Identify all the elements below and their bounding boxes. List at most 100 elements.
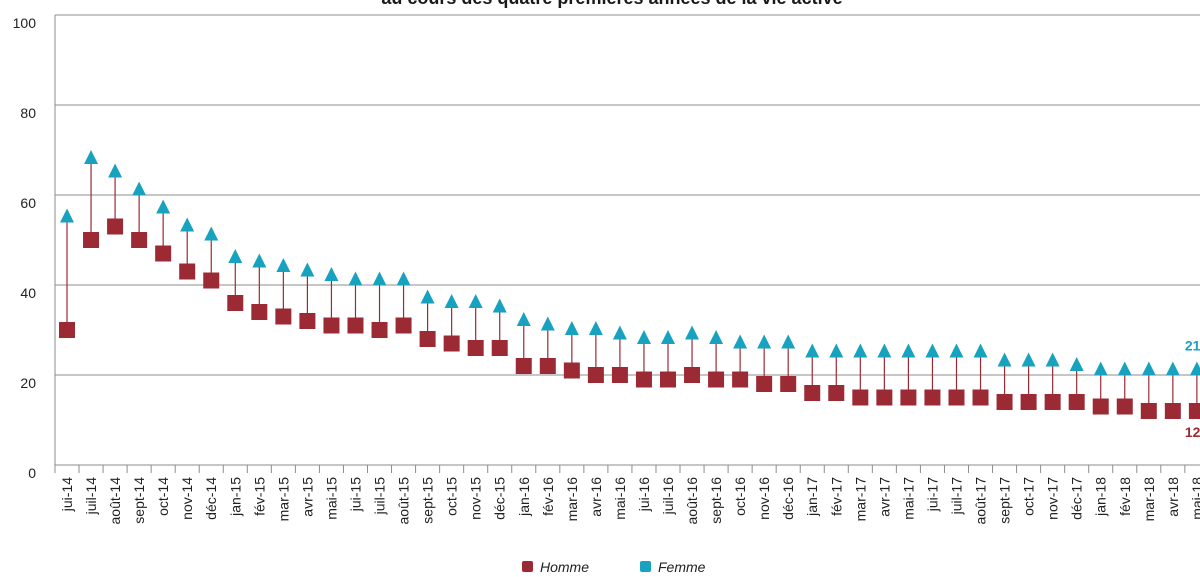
homme-marker bbox=[467, 340, 484, 356]
x-tick-label: juil-17 bbox=[948, 477, 964, 516]
femme-marker bbox=[180, 217, 195, 232]
x-label-group: mai-16 bbox=[612, 477, 628, 520]
x-tick-label: août-14 bbox=[107, 477, 123, 525]
femme-marker bbox=[949, 343, 964, 358]
x-tick-label: nov-14 bbox=[179, 477, 195, 520]
x-tick-label: avr-15 bbox=[299, 477, 315, 517]
x-label-group: mar-18 bbox=[1141, 477, 1157, 522]
homme-marker bbox=[275, 308, 292, 325]
homme-marker bbox=[732, 371, 749, 388]
homme-marker bbox=[684, 367, 701, 383]
femme-marker bbox=[60, 208, 74, 223]
x-tick-label: août-17 bbox=[973, 477, 989, 525]
femme-marker bbox=[564, 321, 579, 335]
femme-marker bbox=[228, 249, 243, 263]
x-tick-label: fév-15 bbox=[251, 477, 267, 516]
x-tick-label: oct-17 bbox=[1021, 477, 1037, 516]
x-label-group: juil-16 bbox=[660, 477, 676, 516]
homme-marker bbox=[227, 295, 244, 311]
x-label-group: jui-14 bbox=[59, 477, 75, 512]
homme-marker bbox=[251, 304, 268, 320]
x-tick-label: fév-17 bbox=[828, 477, 844, 516]
y-tick-label: 80 bbox=[20, 105, 36, 121]
x-tick-label: mai-17 bbox=[900, 477, 916, 520]
data-label: 21 bbox=[1185, 338, 1200, 354]
x-label-group: août-14 bbox=[107, 477, 123, 525]
femme-marker bbox=[492, 298, 507, 313]
x-tick-label: déc-16 bbox=[780, 477, 796, 520]
x-label-group: oct-17 bbox=[1021, 477, 1037, 516]
femme-marker bbox=[781, 334, 796, 349]
homme-marker bbox=[179, 263, 196, 280]
femme-marker bbox=[252, 253, 267, 268]
y-tick-label: 20 bbox=[20, 375, 36, 391]
femme-marker bbox=[997, 352, 1012, 367]
homme-marker bbox=[852, 389, 869, 406]
homme-marker bbox=[203, 272, 220, 289]
femme-marker bbox=[444, 294, 459, 308]
femme-marker bbox=[805, 343, 820, 358]
homme-marker bbox=[419, 331, 436, 347]
homme-marker bbox=[828, 385, 845, 401]
legend-swatch bbox=[640, 561, 651, 572]
femme-marker bbox=[1093, 361, 1108, 376]
x-tick-label: jan-16 bbox=[516, 477, 532, 517]
femme-marker bbox=[925, 343, 940, 358]
x-label-group: fév-15 bbox=[251, 477, 267, 516]
x-label-group: nov-16 bbox=[756, 477, 772, 520]
femme-marker bbox=[132, 181, 147, 196]
x-tick-label: sept-17 bbox=[997, 477, 1013, 524]
femme-marker bbox=[420, 289, 435, 304]
homme-marker bbox=[539, 358, 556, 374]
x-tick-label: juil-14 bbox=[83, 477, 99, 516]
x-label-group: oct-15 bbox=[444, 477, 460, 516]
homme-marker bbox=[587, 367, 604, 383]
femme-marker bbox=[1165, 361, 1180, 376]
x-label-group: jui-17 bbox=[924, 477, 940, 512]
x-label-group: sept-16 bbox=[708, 477, 724, 524]
data-label: 12 bbox=[1185, 424, 1200, 440]
homme-marker bbox=[660, 371, 676, 388]
x-label-group: juil-15 bbox=[372, 477, 388, 516]
homme-marker bbox=[515, 358, 532, 374]
y-tick-label: 0 bbox=[28, 465, 36, 481]
homme-marker bbox=[948, 389, 965, 406]
homme-marker bbox=[1068, 394, 1085, 410]
homme-marker bbox=[395, 317, 412, 334]
x-tick-label: nov-17 bbox=[1045, 477, 1061, 520]
homme-marker bbox=[635, 371, 652, 388]
x-tick-label: déc-14 bbox=[203, 477, 219, 520]
femme-marker bbox=[829, 343, 844, 358]
homme-marker bbox=[1092, 398, 1109, 415]
x-label-group: juil-17 bbox=[948, 477, 964, 516]
x-tick-label: avr-17 bbox=[876, 477, 892, 517]
homme-marker bbox=[1188, 403, 1200, 419]
x-label-group: mai-17 bbox=[900, 477, 916, 520]
x-label-group: mar-16 bbox=[564, 477, 580, 522]
x-tick-label: déc-15 bbox=[492, 477, 508, 520]
homme-marker bbox=[924, 389, 941, 406]
legend-label: Homme bbox=[540, 559, 589, 575]
x-tick-label: sept-15 bbox=[420, 477, 436, 524]
x-label-group: déc-14 bbox=[203, 477, 219, 520]
x-label-group: oct-14 bbox=[155, 477, 171, 516]
x-label-group: avr-18 bbox=[1165, 477, 1181, 517]
x-label-group: août-16 bbox=[684, 477, 700, 525]
homme-marker bbox=[1116, 398, 1133, 415]
homme-marker bbox=[563, 362, 580, 379]
x-tick-label: mai-18 bbox=[1189, 477, 1200, 520]
femme-marker bbox=[348, 271, 363, 286]
femme-marker bbox=[1021, 352, 1036, 367]
femme-marker bbox=[853, 343, 868, 358]
x-tick-label: nov-16 bbox=[756, 477, 772, 520]
femme-marker bbox=[300, 262, 315, 277]
femme-marker bbox=[1069, 357, 1084, 371]
x-tick-label: déc-17 bbox=[1069, 477, 1085, 520]
x-tick-label: oct-16 bbox=[732, 477, 748, 516]
homme-marker bbox=[59, 322, 75, 338]
x-label-group: août-15 bbox=[396, 477, 412, 525]
femme-marker bbox=[733, 334, 748, 349]
legend-swatch bbox=[522, 561, 533, 572]
x-label-group: jui-16 bbox=[636, 477, 652, 512]
x-tick-label: oct-15 bbox=[444, 477, 460, 516]
